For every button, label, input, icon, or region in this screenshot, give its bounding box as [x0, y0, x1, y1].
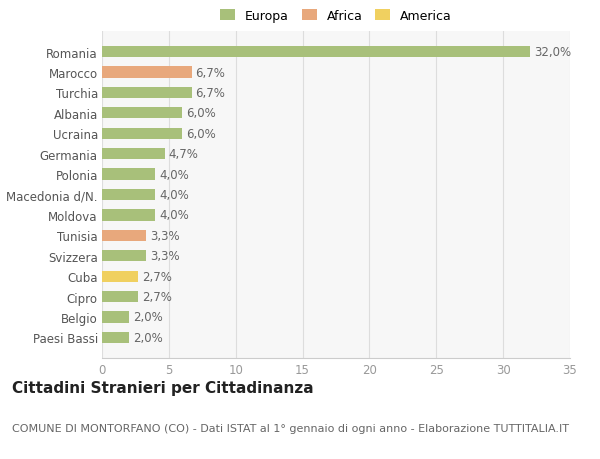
Bar [102, 88, 191, 99]
Legend: Europa, Africa, America: Europa, Africa, America [220, 10, 452, 22]
Bar [102, 47, 530, 58]
Bar [102, 210, 155, 221]
Bar [102, 291, 138, 302]
Bar [102, 312, 129, 323]
Text: 6,7%: 6,7% [196, 67, 226, 79]
Text: 2,7%: 2,7% [142, 270, 172, 283]
Text: 3,3%: 3,3% [150, 230, 180, 242]
Bar [102, 129, 182, 140]
Text: 4,0%: 4,0% [160, 189, 189, 202]
Bar [102, 149, 165, 160]
Bar [102, 169, 155, 180]
Bar [102, 190, 155, 201]
Text: 6,7%: 6,7% [196, 87, 226, 100]
Text: 4,0%: 4,0% [160, 168, 189, 181]
Text: 2,0%: 2,0% [133, 331, 163, 344]
Text: 2,0%: 2,0% [133, 311, 163, 324]
Text: 4,7%: 4,7% [169, 148, 199, 161]
Text: 2,7%: 2,7% [142, 291, 172, 303]
Text: Cittadini Stranieri per Cittadinanza: Cittadini Stranieri per Cittadinanza [12, 381, 314, 396]
Text: 4,0%: 4,0% [160, 209, 189, 222]
Text: 6,0%: 6,0% [186, 107, 216, 120]
Bar [102, 67, 191, 78]
Bar [102, 108, 182, 119]
Bar [102, 230, 146, 241]
Bar [102, 251, 146, 262]
Text: COMUNE DI MONTORFANO (CO) - Dati ISTAT al 1° gennaio di ogni anno - Elaborazione: COMUNE DI MONTORFANO (CO) - Dati ISTAT a… [12, 424, 569, 433]
Text: 6,0%: 6,0% [186, 128, 216, 140]
Bar [102, 332, 129, 343]
Bar [102, 271, 138, 282]
Text: 3,3%: 3,3% [150, 250, 180, 263]
Text: 32,0%: 32,0% [534, 46, 571, 59]
